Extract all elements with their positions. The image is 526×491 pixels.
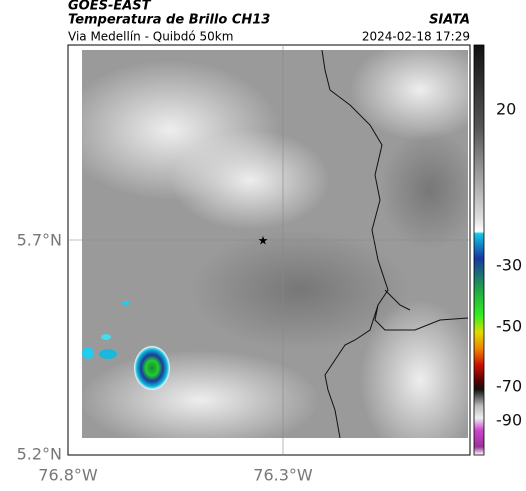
lon-label: 76.3°W — [253, 466, 313, 485]
lon-label: 76.8°W — [38, 466, 98, 485]
colorbar-tick: -50 — [496, 317, 522, 336]
colorbar-tick: -90 — [496, 411, 522, 430]
timestamp: 2024-02-18 17:29 — [362, 30, 470, 44]
map-frame — [67, 44, 471, 456]
lat-label: 5.2°N — [17, 445, 62, 464]
subtitle: Temperatura de Brillo CH13 — [68, 13, 270, 28]
location-star: ★ — [258, 234, 269, 248]
colorbar — [473, 44, 485, 456]
satellite-image — [82, 50, 468, 438]
source: SIATA — [429, 13, 470, 28]
region: Via Medellín - Quibdó 50km — [68, 30, 233, 44]
colorbar-tick: -70 — [496, 377, 522, 396]
title: GOES-EAST — [68, 0, 152, 14]
colorbar-tick: -30 — [496, 256, 522, 275]
colorbar-tick: 20 — [496, 100, 516, 119]
lat-label: 5.7°N — [17, 231, 62, 250]
